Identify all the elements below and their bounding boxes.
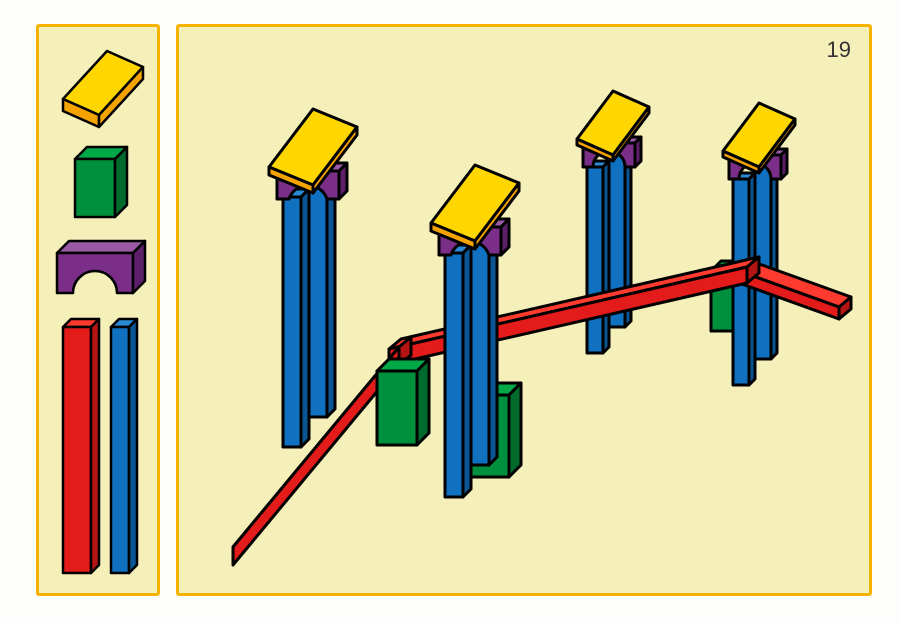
legend-svg xyxy=(39,27,157,593)
legend-pillar xyxy=(111,319,137,573)
instruction-card: 19 xyxy=(0,0,900,622)
legend-panel xyxy=(36,24,160,596)
scene-panel: 19 xyxy=(176,24,872,596)
legend-cube xyxy=(75,147,127,217)
page-number: 19 xyxy=(827,37,851,63)
legend-triangle-prism xyxy=(63,51,143,127)
legend-plank xyxy=(63,319,99,573)
legend-arch xyxy=(57,241,145,293)
scene-svg xyxy=(179,27,869,593)
tower-4 xyxy=(711,103,795,385)
tower-1 xyxy=(269,109,429,447)
